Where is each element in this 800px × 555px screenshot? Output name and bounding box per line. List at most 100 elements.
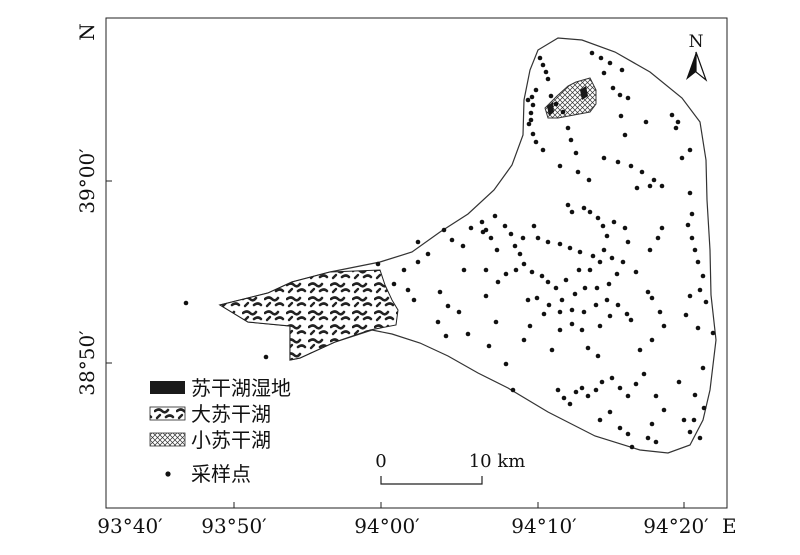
sample-point xyxy=(569,209,575,215)
sample-point xyxy=(700,273,706,279)
sample-point xyxy=(535,235,541,241)
sample-point xyxy=(692,247,698,253)
sample-point xyxy=(634,185,640,191)
sample-point xyxy=(543,69,549,75)
sample-point xyxy=(461,267,467,273)
sample-point xyxy=(649,295,655,301)
sample-point xyxy=(577,249,583,255)
sample-point xyxy=(435,319,441,325)
sample-point xyxy=(528,110,534,116)
sample-point xyxy=(595,215,601,221)
sample-point xyxy=(649,421,655,427)
sample-point xyxy=(587,267,593,273)
y-tick-label: 38°50′ xyxy=(75,330,99,396)
sample-point xyxy=(521,337,527,343)
sample-point xyxy=(533,139,539,145)
wetland-patches xyxy=(547,86,588,116)
sample-point xyxy=(687,293,693,299)
sample-point xyxy=(607,60,613,66)
sample-point xyxy=(530,131,536,137)
sample-point xyxy=(607,409,613,415)
sample-point xyxy=(537,55,543,61)
map-frame xyxy=(105,17,728,509)
sample-point xyxy=(599,379,605,385)
sample-point xyxy=(512,243,518,249)
sample-point xyxy=(391,281,397,287)
sample-point xyxy=(697,287,703,293)
sample-point xyxy=(628,163,634,169)
sample-point xyxy=(545,239,551,245)
sample-point xyxy=(622,132,628,138)
sample-point xyxy=(569,321,575,327)
sample-point xyxy=(263,354,269,360)
sample-point xyxy=(548,93,554,99)
sample-point xyxy=(526,121,532,127)
sample-point xyxy=(703,299,709,305)
sample-point xyxy=(488,235,494,241)
sample-point xyxy=(527,323,533,329)
sample-point xyxy=(553,285,559,291)
sample-point xyxy=(585,345,591,351)
sample-point xyxy=(629,444,635,450)
x-tick-label: 94°20′ xyxy=(643,514,709,538)
sample-point xyxy=(557,241,563,247)
sample-point xyxy=(697,435,703,441)
sample-point xyxy=(555,387,561,393)
sample-point xyxy=(589,50,595,56)
scale-bar: 0 10 km xyxy=(375,451,525,485)
sample-point xyxy=(492,213,498,219)
sample-point xyxy=(590,253,596,259)
sample-point xyxy=(683,312,689,318)
sample-point xyxy=(669,112,675,118)
sample-point xyxy=(539,273,545,279)
sample-point xyxy=(689,235,695,241)
sample-point xyxy=(553,101,559,107)
sample-point xyxy=(495,279,501,285)
sample-point xyxy=(657,309,663,315)
sample-point xyxy=(503,271,509,277)
sample-point xyxy=(604,233,610,239)
sample-points-layer xyxy=(183,50,716,450)
sample-point xyxy=(415,259,421,265)
sample-point xyxy=(601,247,607,253)
sample-point xyxy=(641,371,647,377)
sample-point xyxy=(701,405,707,411)
sample-point xyxy=(521,261,527,267)
sample-point xyxy=(659,183,665,189)
sample-point xyxy=(617,92,623,98)
x-tick-label: 94°00′ xyxy=(354,514,420,538)
sample-point xyxy=(628,317,634,323)
sample-point xyxy=(601,70,607,76)
sample-point xyxy=(449,237,455,243)
sample-point xyxy=(411,297,417,303)
sample-point xyxy=(529,94,535,100)
sample-point xyxy=(615,159,621,165)
sample-point xyxy=(585,393,591,399)
sample-point xyxy=(559,297,565,303)
sample-point xyxy=(679,155,685,161)
sample-point xyxy=(480,229,486,235)
sample-point xyxy=(633,381,639,387)
sample-point xyxy=(661,407,667,413)
sample-point xyxy=(681,417,687,423)
sample-point xyxy=(647,247,653,253)
sample-point xyxy=(502,223,508,229)
sample-point xyxy=(540,62,546,68)
sample-point xyxy=(624,311,630,317)
sample-point xyxy=(625,239,631,245)
sample-point xyxy=(573,389,579,395)
sample-point xyxy=(565,202,571,208)
sample-point xyxy=(692,392,698,398)
sample-point xyxy=(483,267,489,273)
scale-bar-start: 0 xyxy=(375,451,386,472)
sample-point xyxy=(606,281,612,287)
sample-point xyxy=(661,323,667,329)
sample-point xyxy=(582,285,588,291)
sample-point xyxy=(525,97,531,103)
sample-point xyxy=(530,102,536,108)
sample-point xyxy=(483,293,489,299)
sample-point xyxy=(525,297,531,303)
sample-point xyxy=(443,333,449,339)
sample-point xyxy=(691,417,697,423)
